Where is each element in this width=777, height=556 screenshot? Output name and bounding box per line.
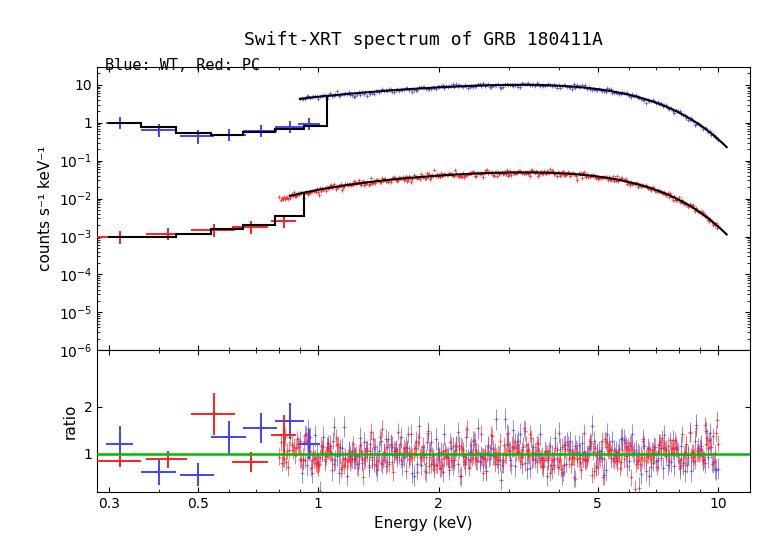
Text: Swift-XRT spectrum of GRB 180411A: Swift-XRT spectrum of GRB 180411A <box>244 31 603 48</box>
Text: Blue: WT, Red: PC: Blue: WT, Red: PC <box>105 58 260 73</box>
X-axis label: Energy (keV): Energy (keV) <box>375 517 472 532</box>
Y-axis label: ratio: ratio <box>63 404 78 439</box>
Y-axis label: counts s⁻¹ keV⁻¹: counts s⁻¹ keV⁻¹ <box>38 146 53 271</box>
